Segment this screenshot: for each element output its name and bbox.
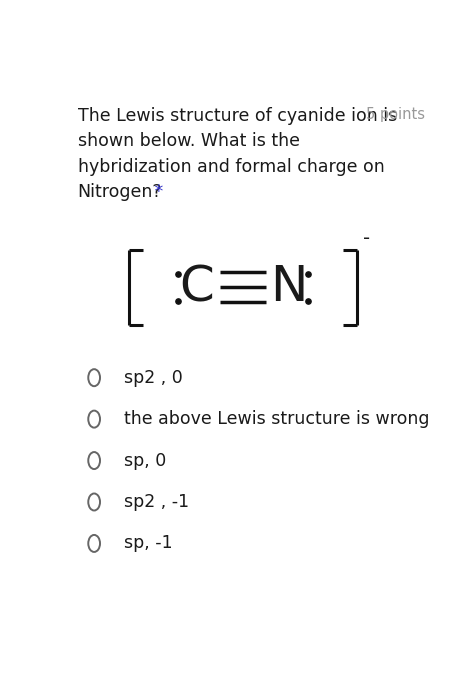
Text: N: N (270, 264, 308, 311)
Text: sp2 , -1: sp2 , -1 (124, 493, 189, 511)
Text: *: * (149, 184, 164, 201)
Text: hybridization and formal charge on: hybridization and formal charge on (78, 158, 384, 176)
Text: sp, 0: sp, 0 (124, 451, 166, 470)
Text: 5 points: 5 points (366, 107, 425, 121)
Text: sp, -1: sp, -1 (124, 535, 172, 553)
Text: sp2 , 0: sp2 , 0 (124, 368, 182, 386)
Text: The Lewis structure of cyanide ion is: The Lewis structure of cyanide ion is (78, 107, 397, 125)
Text: the above Lewis structure is wrong: the above Lewis structure is wrong (124, 410, 429, 428)
Text: shown below. What is the: shown below. What is the (78, 132, 300, 150)
Text: Nitrogen?: Nitrogen? (78, 184, 162, 201)
Text: -: - (364, 228, 371, 248)
Text: C: C (180, 264, 214, 311)
